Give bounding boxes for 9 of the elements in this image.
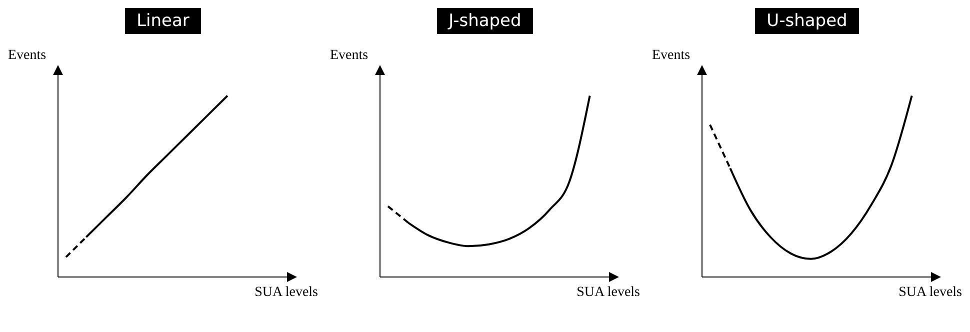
y-axis-title: Events (652, 48, 690, 64)
x-axis-title: SUA levels (898, 285, 962, 301)
chart-title: J-shaped (436, 8, 534, 34)
x-axis-title: SUA levels (254, 285, 318, 301)
y-axis-title: Events (330, 48, 368, 64)
y-axis-title: Events (8, 48, 46, 64)
chart-title: Linear (124, 8, 202, 34)
x-axis-title: SUA levels (576, 285, 640, 301)
chart-title: U-shaped (754, 8, 860, 34)
